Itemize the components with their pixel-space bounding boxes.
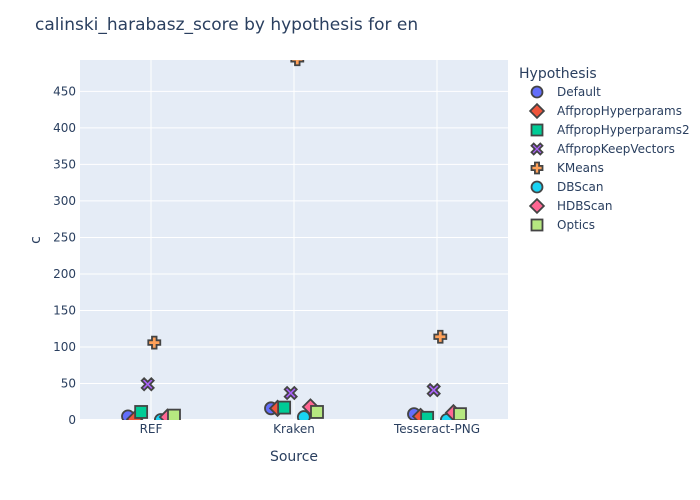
data-point-affpropkeepvectors bbox=[283, 385, 298, 401]
x-axis-title: Source bbox=[270, 449, 318, 465]
data-point-kmeans bbox=[147, 335, 162, 350]
data-point-optics bbox=[167, 408, 181, 420]
y-tick-label: 400 bbox=[53, 121, 76, 135]
legend-marker-affpropkeepvectors bbox=[530, 142, 544, 156]
data-point-kmeans bbox=[290, 60, 305, 67]
y-tick-label: 50 bbox=[61, 376, 76, 390]
data-point-affpropkeepvectors bbox=[140, 376, 155, 392]
data-point-dbscan bbox=[296, 410, 311, 420]
x-axis-ticks: REF Kraken Tesseract-PNG bbox=[140, 422, 480, 436]
legend: Hypothesis Default AffpropHyperparams Affp… bbox=[519, 66, 690, 232]
y-tick-label: 450 bbox=[53, 84, 76, 98]
y-tick-label: 0 bbox=[68, 413, 76, 427]
x-tick-label: Tesseract-PNG bbox=[393, 422, 480, 436]
legend-marker-hdbscan bbox=[528, 197, 546, 215]
legend-marker-affprophyperparams bbox=[528, 102, 546, 120]
y-tick-label: 200 bbox=[53, 267, 76, 281]
legend-label: Default bbox=[557, 85, 601, 99]
y-axis-title: c bbox=[28, 236, 44, 244]
chart-title: calinski_harabasz_score by hypothesis fo… bbox=[35, 15, 418, 35]
legend-marker-default bbox=[530, 85, 544, 99]
data-point-affprophyperparams2 bbox=[134, 405, 149, 419]
legend-label: DBScan bbox=[557, 180, 603, 194]
y-axis-ticks: 0 50 100 150 200 250 300 350 400 450 bbox=[53, 84, 76, 427]
data-point-optics bbox=[310, 405, 324, 419]
data-point-kmeans bbox=[433, 329, 448, 344]
legend-marker-optics bbox=[530, 218, 544, 232]
y-tick-label: 250 bbox=[53, 230, 76, 244]
y-tick-label: 300 bbox=[53, 194, 76, 208]
y-tick-label: 150 bbox=[53, 303, 76, 317]
x-tick-label: Kraken bbox=[273, 422, 315, 436]
legend-label: KMeans bbox=[557, 161, 604, 175]
data-points bbox=[121, 60, 467, 420]
legend-title: Hypothesis bbox=[519, 66, 597, 82]
y-tick-label: 100 bbox=[53, 340, 76, 354]
legend-marker-kmeans bbox=[530, 161, 544, 175]
legend-label: AffpropKeepVectors bbox=[557, 142, 675, 156]
legend-marker-affprophyperparams2 bbox=[530, 123, 544, 137]
legend-label: Optics bbox=[557, 218, 595, 232]
data-point-optics bbox=[453, 407, 467, 420]
data-point-affprophyperparams2 bbox=[420, 410, 435, 420]
data-point-affpropkeepvectors bbox=[426, 382, 441, 398]
legend-marker-dbscan bbox=[530, 180, 544, 194]
legend-label: HDBScan bbox=[557, 199, 612, 213]
legend-label: AffpropHyperparams bbox=[557, 104, 682, 118]
x-tick-label: REF bbox=[140, 422, 163, 436]
legend-label: AffpropHyperparams2 bbox=[557, 123, 690, 137]
data-point-affprophyperparams2 bbox=[277, 400, 292, 415]
y-tick-label: 350 bbox=[53, 157, 76, 171]
